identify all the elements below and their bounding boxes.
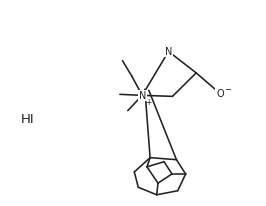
Text: HI: HI (21, 113, 35, 126)
Text: N: N (165, 47, 172, 57)
Text: O: O (216, 89, 224, 99)
Text: +: + (145, 97, 151, 106)
Text: N: N (139, 91, 146, 101)
Text: −: − (224, 85, 231, 94)
